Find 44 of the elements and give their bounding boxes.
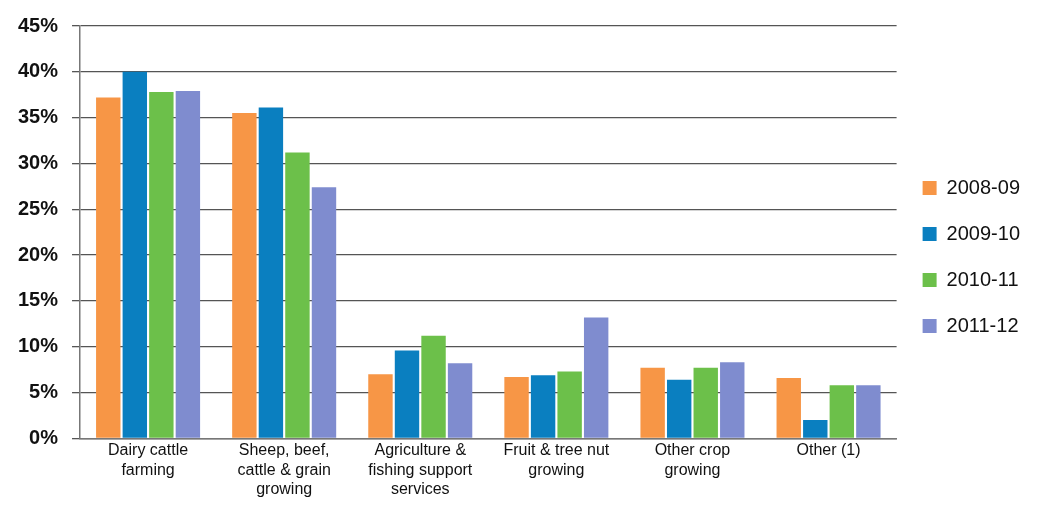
bar (856, 385, 881, 438)
bar (829, 385, 855, 438)
legend-label: 2010-11 (946, 267, 1019, 290)
bar (232, 113, 257, 438)
y-tick-label: 35% (18, 105, 59, 128)
y-tick-label: 40% (18, 59, 59, 82)
bar (122, 71, 148, 438)
x-tick-label: Sheep, beef, cattle & grain growing (237, 441, 331, 497)
bar (258, 107, 284, 438)
bar (803, 420, 828, 438)
y-tick-label: 25% (18, 196, 59, 219)
bar (447, 363, 473, 438)
bar (149, 91, 174, 438)
bar (720, 362, 745, 438)
bar (421, 335, 446, 438)
legend-label: 2011-12 (946, 313, 1019, 336)
y-tick-label: 45% (18, 13, 59, 36)
bar (368, 374, 393, 438)
bar (311, 187, 337, 438)
x-tick-label: Dairy cattle farming (108, 441, 189, 478)
x-tick-label: Agriculture & fishing support services (368, 441, 473, 497)
bar (530, 375, 556, 438)
x-tick-label: Other crop growing (654, 441, 731, 478)
bar (96, 97, 121, 438)
y-tick-label: 10% (18, 334, 59, 357)
bar (175, 91, 201, 438)
y-tick-label: 20% (18, 242, 59, 265)
bar (640, 367, 665, 438)
bar (394, 350, 420, 438)
legend-label: 2008-09 (946, 175, 1021, 198)
y-tick-label: 15% (18, 288, 59, 311)
bar (693, 367, 718, 438)
legend-label: 2009-10 (946, 221, 1021, 244)
bar (583, 317, 609, 438)
y-tick-label: 0% (29, 425, 59, 448)
y-tick-label: 30% (18, 150, 59, 173)
bar (557, 371, 582, 438)
bar (504, 377, 529, 438)
y-tick-label: 5% (29, 380, 59, 403)
bar (776, 377, 801, 438)
x-tick-label: Other (1) (796, 441, 861, 459)
x-tick-label: Fruit & tree nut growing (503, 441, 610, 478)
bar (285, 152, 310, 438)
bar (666, 379, 692, 438)
